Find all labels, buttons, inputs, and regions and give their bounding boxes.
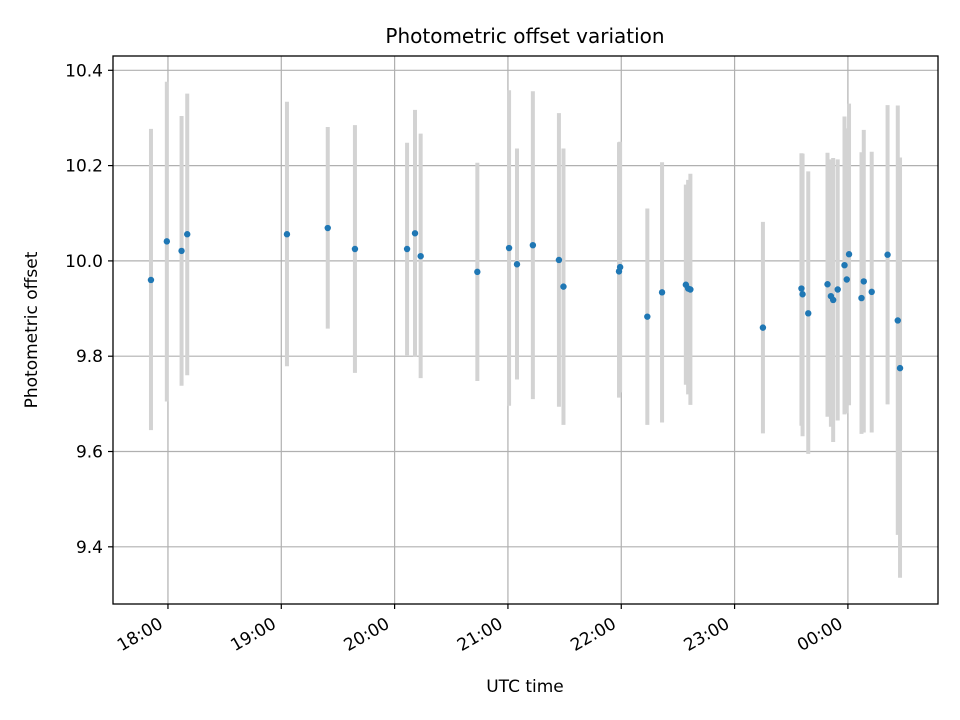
data-point: [824, 281, 831, 288]
data-point: [474, 268, 481, 276]
plot-frame: [112, 55, 939, 605]
data-point: [868, 288, 875, 296]
data-point: [759, 324, 767, 331]
data-point: [403, 245, 411, 253]
data-point: [894, 317, 901, 324]
data-point: [858, 294, 865, 302]
data-point: [417, 252, 424, 260]
data-point: [687, 286, 694, 293]
data-point: [560, 283, 567, 290]
data-point: [184, 231, 191, 238]
data-point: [283, 231, 291, 238]
data-point: [529, 241, 537, 249]
data-points: [147, 224, 904, 372]
data-point: [178, 247, 185, 255]
y-tick-label: 9.8: [76, 347, 103, 367]
x-axis-label: UTC time: [486, 677, 564, 697]
data-point: [324, 224, 331, 232]
data-point: [834, 286, 841, 293]
y-tick-label: 10.0: [65, 252, 103, 272]
data-point: [147, 276, 155, 284]
data-point: [805, 310, 812, 317]
data-point: [799, 291, 806, 298]
data-point: [513, 261, 521, 268]
data-point: [616, 263, 624, 271]
data-point: [644, 313, 651, 320]
y-tick-label: 10.4: [65, 61, 103, 81]
data-point: [505, 244, 513, 252]
data-point: [884, 251, 891, 258]
data-point: [798, 285, 805, 292]
data-point: [163, 238, 171, 245]
data-point: [841, 261, 848, 269]
chart-title: Photometric offset variation: [385, 24, 664, 48]
data-point: [860, 278, 867, 285]
data-point: [351, 245, 359, 253]
data-point: [411, 230, 419, 237]
y-tick-label: 10.2: [65, 157, 103, 177]
data-point: [845, 251, 853, 258]
y-tick-label: 9.6: [76, 443, 103, 463]
data-point: [829, 296, 837, 304]
y-axis-label: Photometric offset: [22, 251, 42, 408]
y-tick-label: 9.4: [76, 538, 103, 558]
data-point: [555, 256, 563, 264]
data-point: [896, 364, 904, 372]
data-point: [658, 289, 666, 296]
data-point: [843, 276, 850, 283]
